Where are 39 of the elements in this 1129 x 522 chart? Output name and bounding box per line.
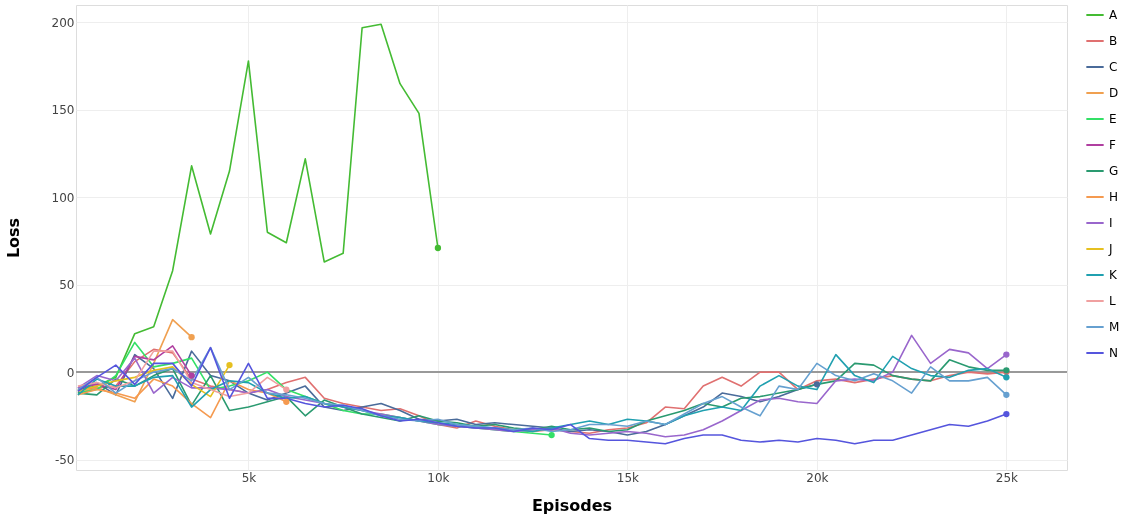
x-tick-label: 5k — [241, 470, 257, 485]
x-tick-label: 15k — [616, 470, 640, 485]
point — [188, 333, 195, 341]
point — [1003, 410, 1010, 418]
legend-label: L — [1109, 294, 1116, 308]
legend-label: J — [1108, 242, 1113, 256]
legend-label: C — [1109, 60, 1118, 74]
legend-label: M — [1109, 320, 1120, 334]
point — [434, 244, 442, 252]
legend-label: D — [1109, 86, 1119, 100]
x-tick-label: 25k — [995, 470, 1019, 485]
legend-label: G — [1109, 164, 1119, 178]
y-tick-label: 50 — [59, 278, 75, 293]
legend-label: E — [1109, 112, 1117, 126]
x-tick-label: 20k — [806, 470, 829, 485]
point — [283, 398, 290, 405]
legend-label: H — [1109, 190, 1119, 204]
y-tick-label: 100 — [51, 190, 75, 205]
point — [188, 372, 195, 379]
point — [1003, 374, 1010, 381]
y-axis-title: Loss — [3, 217, 23, 259]
x-axis-title: Episodes — [531, 495, 613, 515]
y-tick-label: 150 — [51, 103, 75, 118]
legend-label: B — [1109, 34, 1118, 48]
point — [1003, 391, 1010, 398]
y-tick-label: -50 — [54, 453, 75, 468]
point — [1003, 351, 1010, 358]
y-tick-label: 200 — [51, 15, 75, 30]
legend-label: A — [1109, 8, 1118, 22]
point — [813, 381, 821, 388]
point — [226, 361, 233, 369]
y-tick-label: 0 — [66, 365, 75, 380]
legend-label: F — [1109, 138, 1116, 152]
legend-label: K — [1109, 268, 1118, 282]
point — [548, 431, 555, 439]
x-tick-label: 10k — [427, 470, 450, 485]
legend-label: N — [1109, 346, 1118, 360]
legend-label: I — [1109, 216, 1113, 230]
point — [283, 386, 290, 393]
